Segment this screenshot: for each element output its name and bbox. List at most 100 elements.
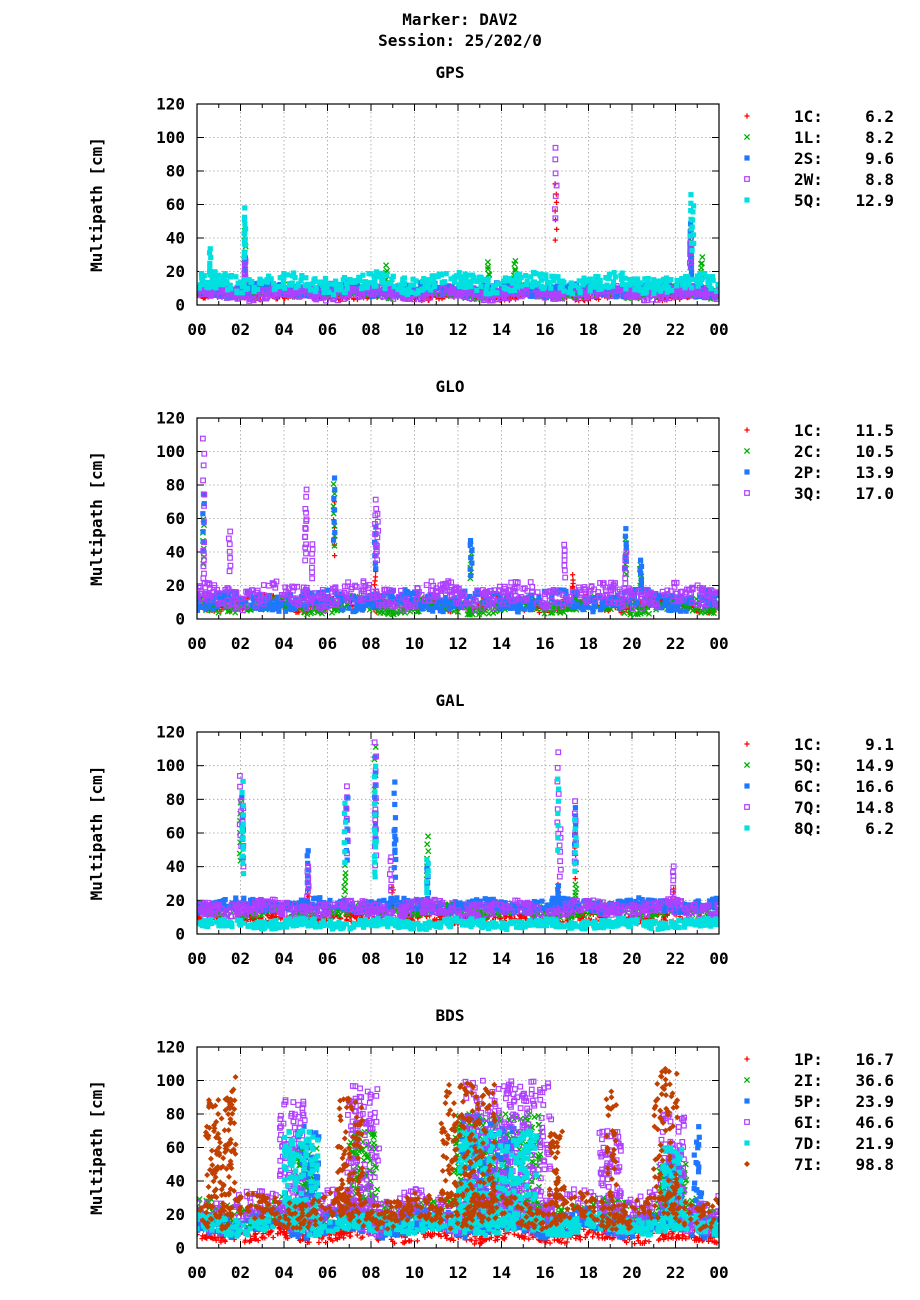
data-point — [254, 286, 261, 293]
data-point — [458, 593, 465, 599]
y-tick-label: 80 — [166, 162, 185, 181]
data-point — [453, 599, 460, 606]
data-point — [559, 284, 565, 290]
data-point — [249, 278, 255, 285]
data-point — [286, 603, 293, 610]
data-point — [266, 606, 273, 612]
data-point — [509, 287, 515, 293]
legend-label: 1L: — [794, 128, 823, 147]
data-point — [352, 287, 359, 293]
data-point — [601, 284, 607, 290]
data-point — [531, 598, 537, 604]
data-point — [673, 607, 679, 613]
data-point — [581, 286, 588, 292]
data-point — [654, 605, 660, 611]
x-tick-label: 00 — [709, 634, 728, 653]
data-point — [217, 282, 223, 288]
data-point — [372, 560, 378, 566]
data-point — [426, 598, 432, 604]
data-point — [451, 608, 458, 615]
legend-label: 1C: — [794, 107, 823, 126]
data-point — [442, 279, 448, 285]
data-point — [330, 480, 337, 488]
data-point — [663, 275, 670, 281]
data-point — [481, 295, 488, 302]
data-point — [658, 288, 664, 294]
x-tick-label: 12 — [448, 320, 467, 339]
data-point — [638, 580, 645, 587]
data-point — [206, 596, 212, 602]
data-point — [325, 599, 332, 606]
data-point — [691, 240, 697, 247]
data-point — [502, 286, 508, 292]
data-point — [391, 283, 397, 290]
data-point — [691, 203, 697, 209]
data-point — [575, 601, 581, 607]
data-point — [274, 600, 280, 606]
data-point — [592, 597, 599, 604]
data-point — [368, 280, 374, 286]
data-point — [552, 237, 558, 243]
data-point — [207, 272, 213, 278]
data-point — [272, 283, 278, 290]
data-point — [312, 278, 318, 284]
data-point — [318, 599, 324, 606]
data-point — [577, 594, 584, 601]
data-point — [675, 594, 682, 600]
data-point — [631, 587, 637, 593]
data-point — [662, 600, 668, 606]
data-point — [551, 278, 557, 284]
data-point — [553, 199, 560, 205]
data-point — [206, 291, 213, 298]
data-point — [363, 602, 369, 609]
data-point — [204, 284, 210, 290]
data-point — [715, 281, 719, 288]
data-point — [684, 279, 690, 285]
data-point — [203, 606, 209, 612]
data-point — [358, 293, 365, 300]
data-point — [661, 593, 667, 599]
data-point — [339, 607, 345, 613]
data-point — [224, 279, 230, 285]
data-point — [530, 604, 536, 610]
data-point — [426, 294, 433, 301]
data-point — [663, 279, 669, 285]
data-point — [605, 287, 611, 294]
data-point — [484, 284, 490, 290]
data-point — [269, 292, 276, 299]
data-point — [405, 589, 411, 595]
session-title: Session: 25/202/0 — [378, 31, 542, 50]
data-point — [269, 607, 275, 613]
data-point — [680, 293, 687, 299]
data-point — [254, 593, 261, 599]
data-point — [534, 293, 541, 300]
data-point — [431, 283, 437, 290]
data-point — [563, 588, 569, 595]
data-point — [597, 281, 603, 287]
data-point — [303, 293, 310, 299]
data-point — [330, 292, 337, 298]
data-point — [527, 579, 534, 585]
data-point — [386, 294, 392, 301]
data-point — [535, 280, 541, 287]
data-point — [435, 273, 441, 280]
data-point — [469, 611, 476, 618]
data-point — [648, 281, 654, 287]
data-point — [453, 273, 460, 279]
data-point — [292, 606, 298, 612]
data-point — [379, 274, 386, 280]
data-point — [379, 270, 385, 276]
data-point — [665, 595, 671, 601]
y-axis-label: Multipath [cm] — [87, 137, 106, 272]
data-point — [446, 606, 452, 613]
data-point — [479, 604, 486, 611]
data-point — [409, 289, 415, 295]
data-point — [344, 285, 350, 292]
data-point — [429, 277, 435, 283]
data-point — [643, 297, 650, 304]
data-point — [262, 284, 268, 290]
data-point — [664, 289, 670, 295]
data-point — [695, 289, 702, 296]
data-point — [679, 275, 685, 282]
data-point — [316, 589, 322, 596]
